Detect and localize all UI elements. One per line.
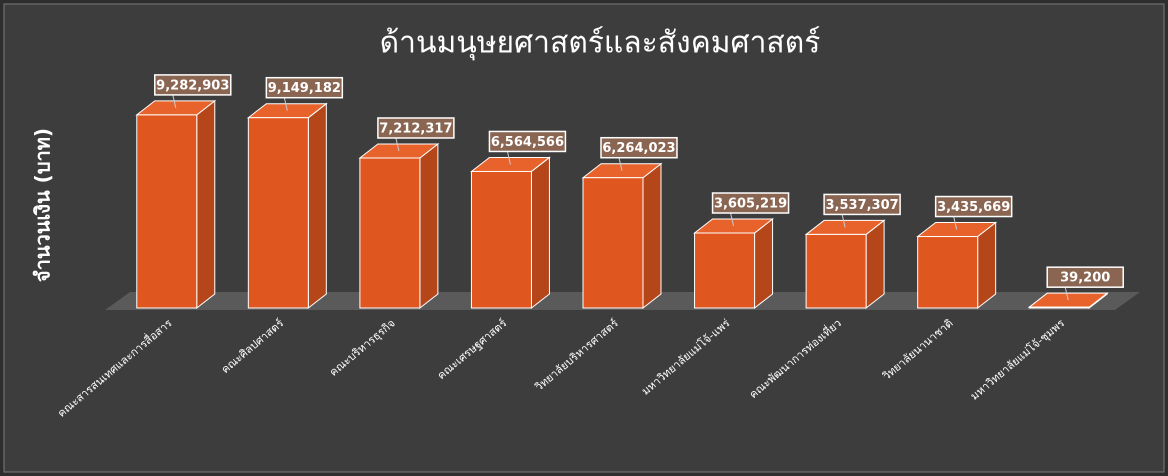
bar-side: [977, 221, 997, 310]
bar-side: [307, 102, 327, 310]
value-label-box: [934, 195, 1013, 218]
bar-side: [754, 217, 774, 310]
bar: [805, 233, 867, 309]
value-label: 6,564,566: [491, 135, 564, 150]
leader-line: [395, 137, 400, 152]
chart-title: ด้านมนุษยศาสตร์และสังคมศาสตร์: [380, 26, 821, 62]
value-label-box: [154, 74, 232, 96]
value-label-box: [265, 76, 344, 99]
bar-side: [642, 162, 662, 310]
value-label: 7,212,317: [379, 121, 452, 136]
value-label: 6,264,023: [602, 141, 675, 156]
value-label-box: [711, 192, 790, 214]
value-label-box: [823, 193, 901, 216]
value-label: 39,200: [1060, 271, 1110, 286]
bar: [694, 232, 756, 309]
leader-line: [283, 97, 288, 111]
bar: [1028, 306, 1090, 309]
bar-side: [419, 142, 439, 310]
value-label: 3,537,307: [826, 198, 899, 213]
value-label-box: [1046, 266, 1124, 288]
value-label: 9,282,903: [156, 78, 229, 93]
value-label-box: [377, 117, 455, 139]
bar: [917, 236, 979, 309]
leader-line: [841, 214, 846, 228]
bar: [247, 117, 309, 309]
leader-line: [1064, 287, 1069, 301]
leader-line: [618, 157, 623, 171]
bar: [470, 170, 532, 309]
value-label-box: [488, 130, 567, 153]
leader-line: [172, 94, 177, 109]
leader-line: [730, 212, 735, 227]
value-label-box: [600, 136, 678, 159]
value-label: 3,605,219: [714, 197, 787, 212]
bar-side: [865, 219, 885, 310]
bar: [359, 157, 421, 309]
leader-line: [506, 151, 511, 165]
bar: [136, 114, 198, 309]
value-label: 9,149,182: [268, 81, 341, 96]
leader-line: [953, 216, 958, 230]
y-axis-label: จำนวนเงิน (บาท): [31, 128, 55, 282]
value-label: 3,435,669: [937, 200, 1010, 215]
bar: [582, 177, 644, 309]
bar-side: [196, 99, 216, 310]
bar-side: [530, 156, 550, 310]
